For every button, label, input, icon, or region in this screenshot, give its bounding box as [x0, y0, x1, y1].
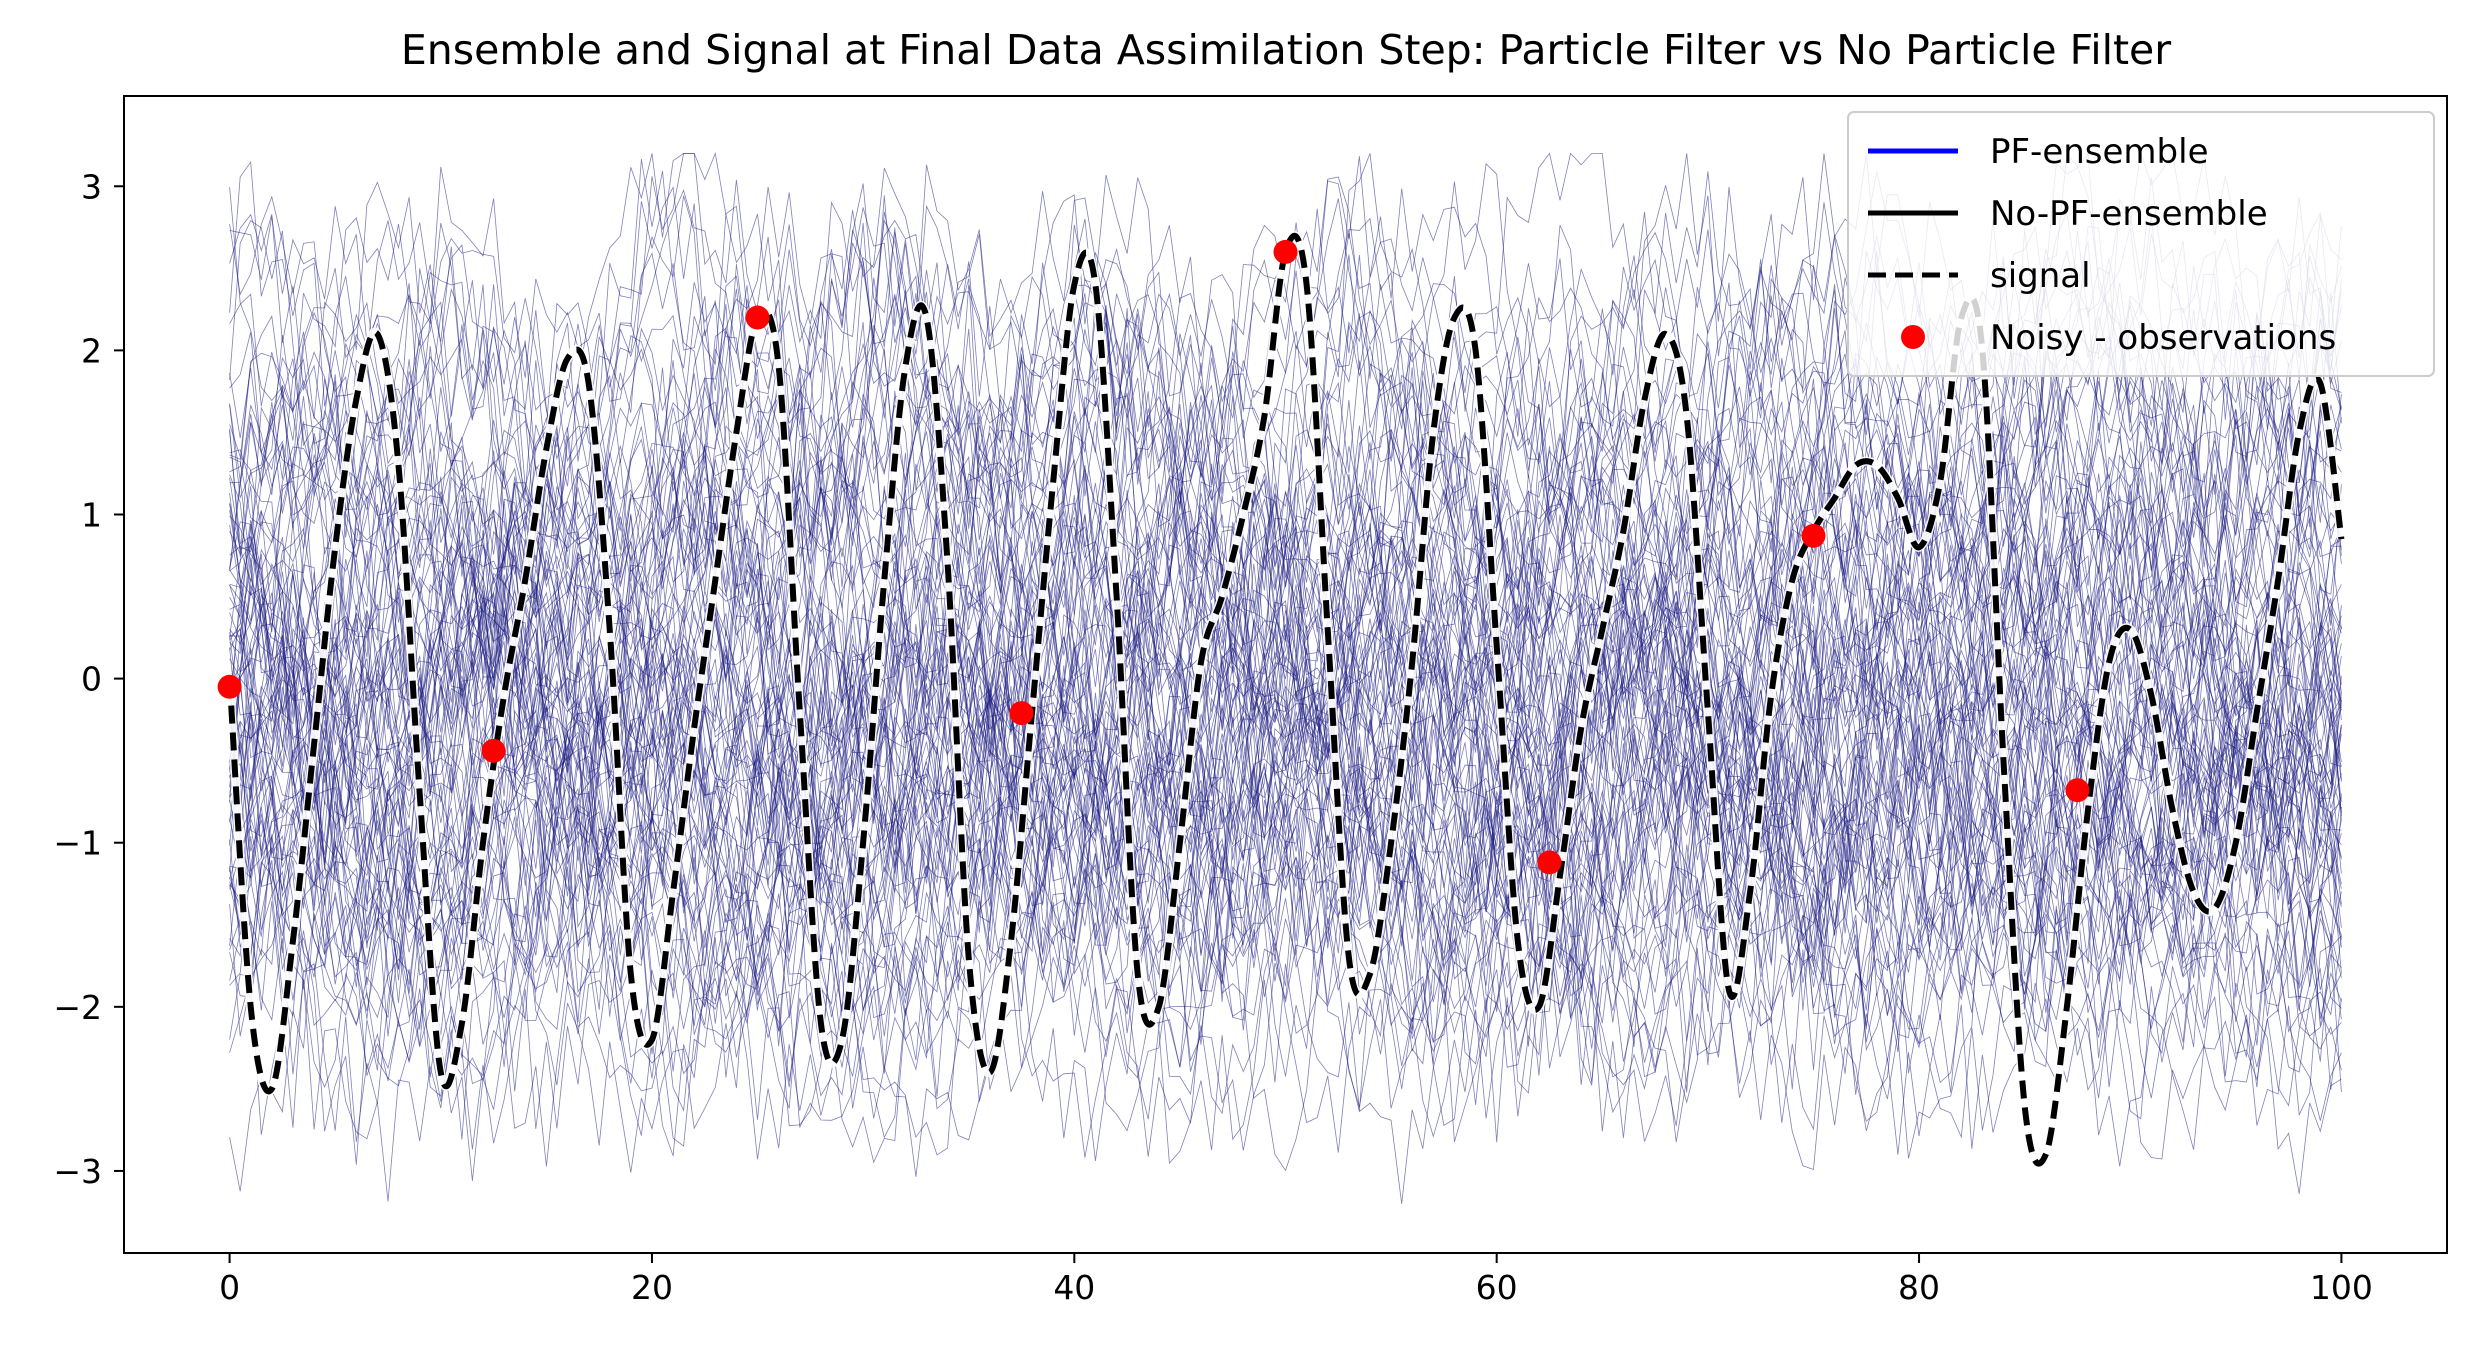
observation-point: [1009, 701, 1034, 726]
ensemble-member-line: [229, 573, 2342, 969]
signal-line: [226, 232, 2345, 1167]
ensemble-member-line: [229, 607, 2342, 1055]
y-tick-label-0: 0: [81, 660, 102, 699]
ensemble-member-line: [229, 500, 2342, 914]
ensemble-member-line: [229, 701, 2342, 1082]
ensemble-member-line: [229, 521, 2342, 1075]
observation-point: [2065, 778, 2090, 803]
observation-point: [745, 305, 770, 330]
ensemble-member-line: [229, 406, 2342, 1009]
ensemble-member-line: [229, 631, 2342, 1097]
ensemble-member-line: [229, 587, 2342, 1150]
y-tick-label-3: 3: [81, 167, 102, 206]
ensemble-member-line: [229, 521, 2342, 1088]
observation-point: [481, 738, 506, 763]
y-tick-label--1: −1: [53, 824, 102, 863]
ensemble-member-line: [229, 685, 2342, 1202]
observation-point: [1537, 850, 1562, 875]
ensemble-member-line: [229, 541, 2342, 996]
x-tick-label-60: 60: [1476, 1268, 1518, 1307]
legend-label-no-pf-ensemble: No-PF-ensemble: [1990, 194, 2268, 234]
ensemble-member-line: [229, 603, 2342, 1021]
legend: PF-ensemble No-PF-ensemble signal Noisy …: [1847, 111, 2435, 377]
plot-area: [217, 151, 2346, 1204]
x-tick-label-20: 20: [631, 1268, 673, 1307]
ensemble-member-line: [229, 505, 2342, 1071]
ensemble-member-line: [229, 596, 2342, 1035]
ensemble-member-line: [229, 474, 2342, 1065]
ensemble-member-line: [229, 508, 2342, 1014]
y-tick-label--3: −3: [53, 1152, 102, 1191]
x-tick-label-100: 100: [2310, 1268, 2373, 1307]
ensemble-member-line: [229, 309, 2342, 722]
chart-title: Ensemble and Signal at Final Data Assimi…: [401, 26, 2171, 74]
ensemble-member-line: [229, 439, 2342, 995]
ensemble-member-line: [229, 584, 2342, 1094]
observation-point: [217, 674, 242, 699]
legend-box: [1847, 111, 2435, 377]
legend-label-pf-ensemble: PF-ensemble: [1990, 132, 2209, 172]
y-tick-label--2: −2: [53, 988, 102, 1027]
x-tick-label-40: 40: [1053, 1268, 1095, 1307]
observation-markers: [217, 239, 2090, 875]
ensemble-member-line: [229, 357, 2342, 799]
ensemble-member-line: [229, 627, 2342, 1098]
ensemble-member-line: [229, 535, 2342, 985]
legend-label-observations: Noisy - observations: [1990, 318, 2336, 358]
ensemble-member-line: [229, 662, 2342, 1139]
ensemble-member-line: [229, 726, 2342, 1173]
legend-label-signal: signal: [1990, 256, 2091, 296]
ensemble-member-line: [229, 435, 2342, 986]
y-tick-label-1: 1: [81, 495, 102, 534]
ensemble-member-line: [229, 387, 2342, 891]
x-axis: 0 20 40 60 80 100: [219, 1253, 2373, 1307]
x-tick-label-80: 80: [1898, 1268, 1940, 1307]
ensemble-member-line: [229, 413, 2342, 862]
legend-swatch-observations: [1901, 325, 1925, 349]
observation-point: [1273, 239, 1298, 264]
ensemble-member-line: [229, 530, 2342, 1020]
ensemble-member-line: [229, 477, 2342, 985]
y-axis: −3 −2 −1 0 1 2 3: [53, 167, 124, 1191]
ensemble-member-line: [229, 285, 2342, 759]
ensemble-member-line: [229, 573, 2342, 1157]
y-tick-label-2: 2: [81, 331, 102, 370]
ensemble-member-line: [229, 378, 2342, 864]
x-tick-label-0: 0: [219, 1268, 240, 1307]
observation-point: [1801, 523, 1826, 548]
ensemble-member-line: [229, 455, 2342, 1027]
ensemble-member-line: [229, 516, 2342, 1031]
axes-frame: [123, 95, 2448, 1254]
ensemble-member-line: [229, 653, 2342, 1171]
ensemble-member-line: [229, 153, 2342, 680]
ensemble-member-line: [229, 645, 2342, 1160]
